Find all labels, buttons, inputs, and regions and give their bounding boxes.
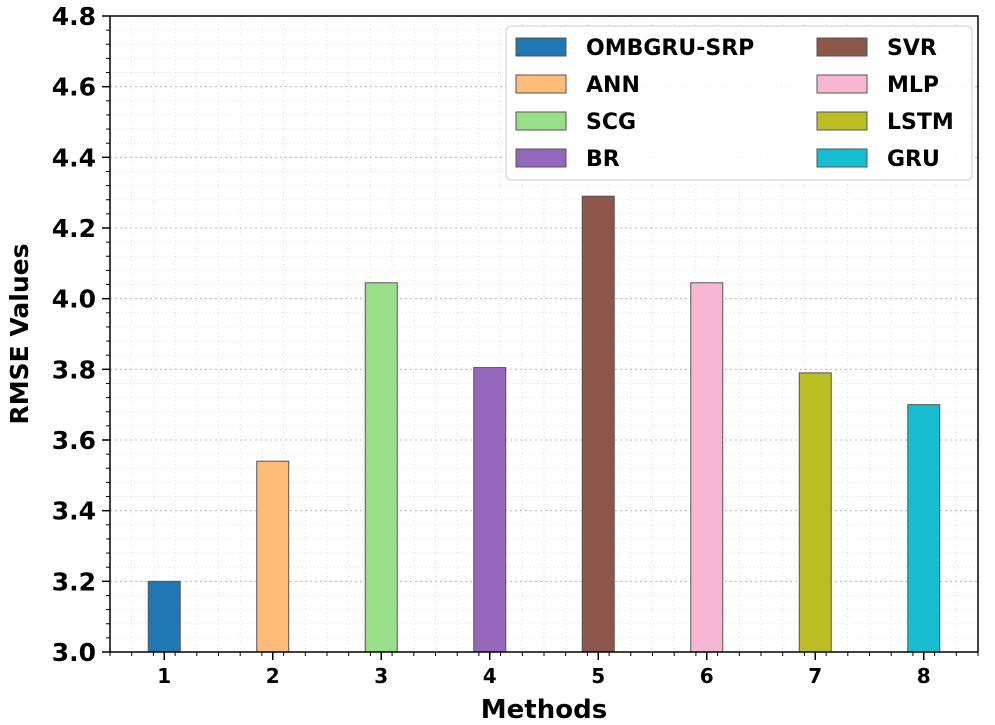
x-tick-label: 7 xyxy=(808,664,822,688)
bar-ann xyxy=(256,460,290,653)
x-axis: 1 2 3 4 5 6 7 8 xyxy=(109,652,979,688)
y-tick-label: 3.4 xyxy=(52,497,96,526)
y-tick-label: 4.8 xyxy=(52,2,96,31)
bar-scg xyxy=(364,282,398,653)
x-tick-label: 8 xyxy=(917,664,931,688)
legend-label-br: BR xyxy=(586,147,620,172)
bars xyxy=(147,195,941,653)
legend-swatch-br xyxy=(515,148,567,168)
x-tick-label: 4 xyxy=(483,664,497,688)
bar-ombgru-srp xyxy=(147,580,181,653)
legend-label-ombgru-srp: OMBGRU-SRP xyxy=(586,36,754,61)
legend-label-mlp: MLP xyxy=(887,73,939,98)
x-tick-label: 2 xyxy=(266,664,280,688)
legend-label-gru: GRU xyxy=(887,147,940,172)
bar-svr xyxy=(581,195,615,653)
bar-mlp xyxy=(690,282,724,653)
legend-swatch-lstm xyxy=(816,111,868,131)
legend-swatch-ombgru-srp xyxy=(515,37,567,57)
grid xyxy=(109,15,979,653)
legend-swatch-svr xyxy=(816,37,868,57)
legend-label-ann: ANN xyxy=(586,73,640,98)
legend-swatch-ann xyxy=(515,74,567,94)
y-tick-label: 3.0 xyxy=(52,638,96,667)
x-tick-label: 6 xyxy=(700,664,714,688)
legend-box xyxy=(505,25,973,181)
y-axis-title: RMSE Values xyxy=(5,244,34,425)
y-tick-label: 3.8 xyxy=(52,355,96,384)
y-tick-label: 3.6 xyxy=(52,426,96,455)
x-axis-title: Methods xyxy=(481,695,607,725)
legend-swatch-scg xyxy=(515,111,567,131)
y-tick-label: 4.4 xyxy=(52,143,96,172)
legend-label-scg: SCG xyxy=(586,110,636,135)
y-tick-label: 4.2 xyxy=(52,214,96,243)
legend: OMBGRU-SRP ANN SCG BR SVR MLP LSTM GRU xyxy=(505,25,973,181)
legend-label-svr: SVR xyxy=(887,36,937,61)
y-tick-label: 3.2 xyxy=(52,567,96,596)
y-axis: 3.0 3.2 3.4 3.6 3.8 4.0 4.2 4.4 4.6 4.8 xyxy=(52,2,110,667)
bar-lstm xyxy=(798,372,832,653)
y-tick-label: 4.6 xyxy=(52,73,96,102)
x-tick-label: 5 xyxy=(591,664,605,688)
y-tick-label: 4.0 xyxy=(52,285,96,314)
bar-gru xyxy=(907,404,941,653)
x-tick-label: 3 xyxy=(374,664,388,688)
legend-label-lstm: LSTM xyxy=(887,110,954,135)
x-tick-label: 1 xyxy=(157,664,171,688)
bar-br xyxy=(473,367,507,653)
legend-swatch-gru xyxy=(816,148,868,168)
legend-swatch-mlp xyxy=(816,74,868,94)
